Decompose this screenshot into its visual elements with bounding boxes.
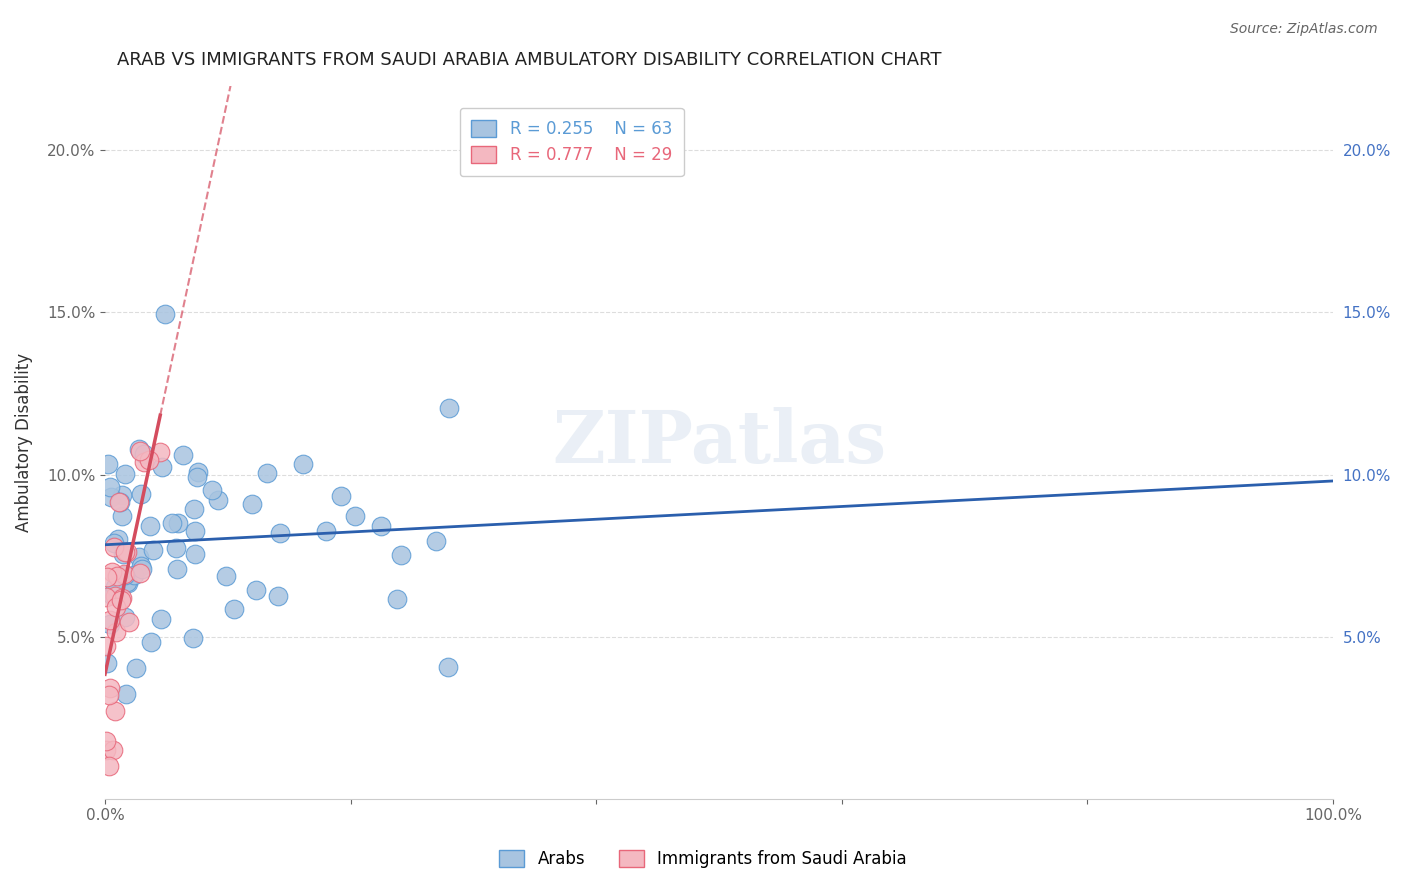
- Point: [139, 519, 162, 533]
- Point: [103, 743, 125, 757]
- Point: [153, 307, 176, 321]
- Point: [115, 687, 138, 701]
- Point: [98, 616, 121, 631]
- Point: [97, 759, 120, 773]
- Point: [425, 534, 447, 549]
- Text: ARAB VS IMMIGRANTS FROM SAUDI ARABIA AMBULATORY DISABILITY CORRELATION CHART: ARAB VS IMMIGRANTS FROM SAUDI ARABIA AMB…: [117, 51, 942, 69]
- Point: [114, 545, 136, 559]
- Point: [172, 448, 194, 462]
- Legend: Arabs, Immigrants from Saudi Arabia: Arabs, Immigrants from Saudi Arabia: [492, 843, 914, 875]
- Point: [129, 487, 152, 501]
- Point: [96, 590, 118, 604]
- Point: [166, 562, 188, 576]
- Point: [103, 536, 125, 550]
- Point: [105, 625, 128, 640]
- Point: [104, 580, 127, 594]
- Point: [201, 483, 224, 497]
- Point: [129, 444, 152, 458]
- Legend: R = 0.255    N = 63, R = 0.777    N = 29: R = 0.255 N = 63, R = 0.777 N = 29: [460, 108, 683, 176]
- Point: [149, 612, 172, 626]
- Point: [344, 509, 367, 524]
- Point: [269, 526, 291, 541]
- Point: [111, 488, 134, 502]
- Point: [315, 524, 337, 538]
- Point: [103, 540, 125, 554]
- Point: [97, 688, 120, 702]
- Point: [245, 582, 267, 597]
- Point: [132, 447, 155, 461]
- Point: [167, 516, 190, 530]
- Point: [165, 541, 187, 556]
- Y-axis label: Ambulatory Disability: Ambulatory Disability: [15, 352, 32, 532]
- Point: [207, 493, 229, 508]
- Point: [186, 470, 208, 484]
- Point: [111, 591, 134, 605]
- Point: [329, 489, 352, 503]
- Point: [100, 588, 122, 602]
- Point: [129, 559, 152, 574]
- Text: ZIPatlas: ZIPatlas: [553, 407, 886, 477]
- Point: [96, 733, 118, 747]
- Point: [150, 460, 173, 475]
- Point: [224, 602, 246, 616]
- Point: [98, 613, 121, 627]
- Point: [112, 566, 135, 581]
- Point: [114, 568, 136, 582]
- Point: [115, 575, 138, 590]
- Point: [104, 704, 127, 718]
- Point: [101, 565, 124, 579]
- Point: [125, 661, 148, 675]
- Point: [108, 494, 131, 508]
- Point: [124, 567, 146, 582]
- Point: [437, 660, 460, 674]
- Point: [105, 569, 128, 583]
- Point: [142, 543, 165, 558]
- Point: [160, 516, 183, 531]
- Point: [110, 592, 132, 607]
- Point: [139, 635, 162, 649]
- Point: [114, 467, 136, 481]
- Point: [215, 569, 238, 583]
- Point: [96, 570, 118, 584]
- Point: [370, 519, 392, 533]
- Point: [131, 562, 153, 576]
- Point: [267, 589, 290, 603]
- Point: [437, 401, 460, 416]
- Point: [117, 545, 139, 559]
- Point: [183, 524, 205, 538]
- Text: Source: ZipAtlas.com: Source: ZipAtlas.com: [1230, 22, 1378, 37]
- Point: [98, 681, 121, 695]
- Point: [107, 495, 129, 509]
- Point: [187, 465, 209, 479]
- Point: [97, 457, 120, 471]
- Point: [183, 501, 205, 516]
- Point: [149, 445, 172, 459]
- Point: [129, 566, 152, 580]
- Point: [104, 589, 127, 603]
- Point: [240, 497, 263, 511]
- Point: [118, 615, 141, 629]
- Point: [98, 480, 121, 494]
- Point: [128, 442, 150, 456]
- Point: [184, 547, 207, 561]
- Point: [111, 508, 134, 523]
- Point: [100, 490, 122, 504]
- Point: [385, 591, 408, 606]
- Point: [138, 453, 160, 467]
- Point: [181, 631, 204, 645]
- Point: [107, 532, 129, 546]
- Point: [104, 600, 127, 615]
- Point: [112, 547, 135, 561]
- Point: [389, 549, 412, 563]
- Point: [117, 575, 139, 590]
- Point: [128, 550, 150, 565]
- Point: [256, 466, 278, 480]
- Point: [134, 455, 156, 469]
- Point: [291, 457, 314, 471]
- Point: [96, 743, 118, 757]
- Point: [96, 656, 118, 670]
- Point: [114, 610, 136, 624]
- Point: [96, 639, 118, 653]
